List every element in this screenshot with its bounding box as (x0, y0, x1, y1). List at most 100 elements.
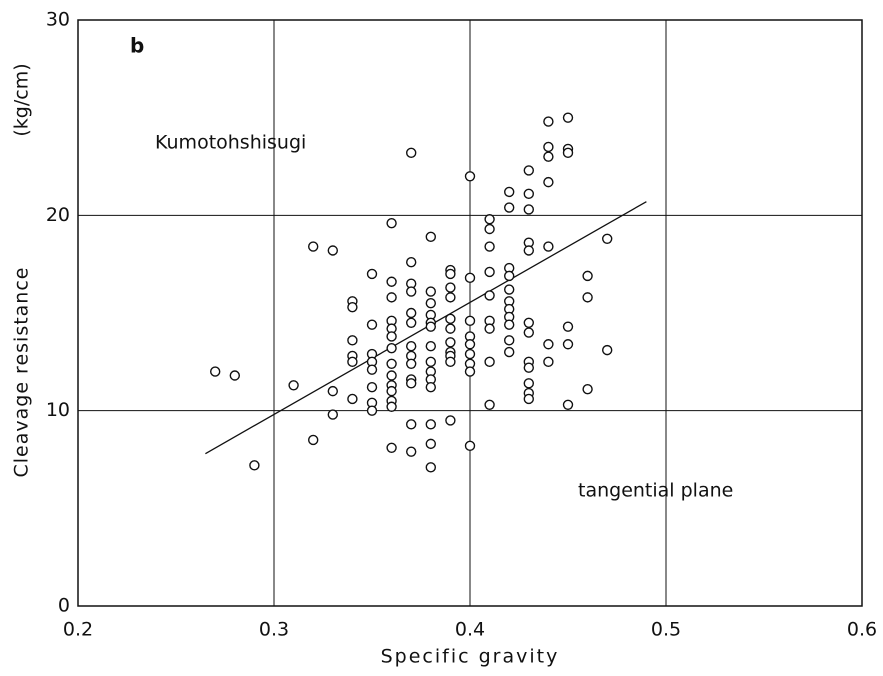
point (484, 323, 495, 334)
point (464, 272, 476, 284)
point (464, 171, 476, 182)
y-axis-unit: (kg/cm) (11, 63, 33, 136)
point (406, 286, 417, 297)
point (229, 370, 241, 381)
point (543, 151, 554, 162)
point (386, 442, 397, 453)
point (562, 399, 574, 411)
x-tick-label: 0.5 (651, 619, 681, 641)
point (347, 393, 358, 405)
point (504, 346, 515, 358)
point (464, 339, 476, 350)
point (406, 341, 417, 352)
point (543, 356, 554, 368)
point (504, 270, 515, 282)
point (543, 141, 554, 153)
point (386, 401, 397, 412)
point (523, 362, 534, 373)
y-tick-label: 10 (46, 399, 70, 421)
point (425, 356, 436, 368)
point (562, 112, 574, 123)
point (523, 188, 534, 200)
point (386, 370, 397, 381)
point (445, 337, 456, 348)
point (386, 276, 397, 287)
point (366, 405, 378, 416)
point (484, 399, 495, 411)
point (308, 434, 319, 446)
point (504, 202, 515, 213)
point (406, 419, 417, 430)
point (562, 147, 574, 159)
panel-label: b (130, 34, 144, 58)
point (445, 313, 456, 325)
point (406, 446, 417, 457)
point (425, 382, 436, 393)
point (504, 186, 515, 198)
point (445, 356, 456, 368)
point (562, 339, 574, 350)
point (347, 356, 358, 368)
point (504, 335, 515, 346)
point (445, 323, 456, 334)
point (366, 382, 378, 393)
point (327, 385, 338, 397)
point (425, 231, 436, 243)
point (386, 217, 397, 229)
point (523, 327, 534, 338)
point (464, 366, 476, 377)
x-axis-label: Specific gravity (381, 646, 560, 668)
point (425, 286, 436, 297)
point (366, 364, 378, 375)
point (445, 415, 456, 426)
point (406, 358, 417, 369)
point (504, 284, 515, 295)
point (347, 335, 358, 346)
point (582, 270, 593, 282)
point (582, 383, 593, 395)
y-tick-label: 0 (58, 595, 70, 617)
point (425, 419, 436, 430)
point (602, 233, 613, 244)
x-tick-label: 0.3 (259, 619, 289, 641)
point (425, 321, 436, 332)
point (484, 214, 495, 225)
point (386, 385, 397, 397)
point (464, 315, 476, 327)
point (425, 438, 436, 450)
point (386, 331, 397, 342)
point (543, 339, 554, 350)
point (327, 409, 338, 420)
point (562, 321, 574, 332)
point (406, 378, 417, 389)
x-tick-label: 0.2 (63, 619, 93, 641)
point (425, 462, 436, 473)
point (366, 319, 378, 330)
point (523, 165, 534, 176)
point (543, 241, 554, 252)
point (445, 292, 456, 303)
point (425, 341, 436, 352)
point (406, 257, 417, 268)
point (445, 282, 456, 293)
point (249, 460, 260, 471)
point (543, 176, 554, 188)
point (602, 344, 613, 356)
point (523, 245, 534, 256)
y-tick-label: 30 (46, 9, 70, 31)
point (327, 245, 338, 256)
point (209, 366, 221, 377)
point (406, 147, 417, 159)
point (523, 393, 534, 405)
point (484, 223, 495, 235)
point (288, 380, 299, 391)
point (484, 241, 495, 252)
point (425, 298, 436, 309)
y-tick-label: 20 (46, 204, 70, 226)
x-tick-label: 0.4 (455, 619, 485, 641)
point (523, 204, 534, 215)
point (484, 290, 495, 301)
point (308, 241, 319, 252)
point (386, 342, 397, 354)
